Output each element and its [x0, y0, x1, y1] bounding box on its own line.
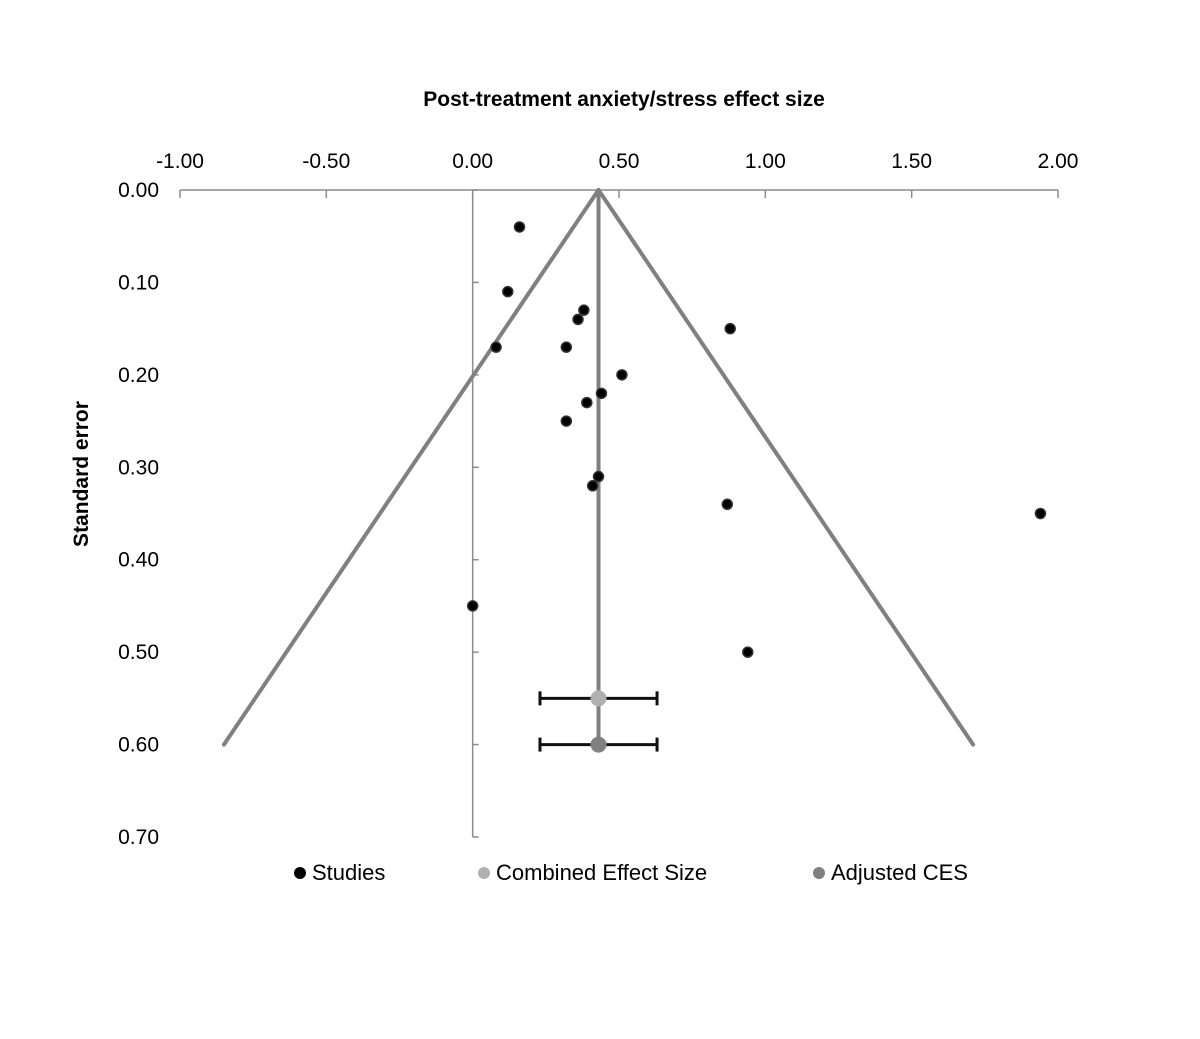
study-point [592, 470, 605, 483]
study-point [578, 304, 590, 316]
funnel-right-boundary [596, 188, 976, 747]
y-tick-label: 0.40 [118, 549, 159, 572]
x-tick-label: 0.50 [599, 150, 640, 173]
study-point [721, 498, 734, 511]
study-point [490, 341, 502, 353]
adjusted-ces-point [590, 736, 607, 753]
x-tick-label: 0.00 [452, 150, 493, 173]
y-axis-ticks: 0.00 0.10 0.20 0.30 0.40 0.50 0.60 0.70 [118, 179, 479, 849]
y-tick-label: 0.60 [118, 734, 159, 757]
legend-label-adjusted-ces: Adjusted CES [831, 860, 968, 885]
y-tick-label: 0.10 [118, 271, 159, 294]
legend: Studies Combined Effect Size Adjusted CE… [294, 860, 968, 885]
study-point [616, 369, 628, 381]
study-point [581, 396, 593, 409]
y-tick-label: 0.70 [118, 826, 159, 849]
study-point [724, 322, 736, 335]
x-tick-label: 1.00 [745, 150, 786, 173]
legend-label-combined-effect-size: Combined Effect Size [496, 860, 707, 885]
x-tick-label: -0.50 [302, 150, 350, 173]
study-point [1034, 507, 1047, 520]
x-axis-ticks: -1.00 -0.50 0.00 0.50 1.00 1.50 2.00 [156, 150, 1078, 198]
legend-marker-adjusted-ces [813, 867, 825, 879]
x-tick-label: 2.00 [1038, 150, 1079, 173]
legend-label-studies: Studies [312, 860, 385, 885]
legend-marker-combined-effect-size [478, 867, 490, 879]
x-tick-label: 1.50 [891, 150, 932, 173]
y-tick-label: 0.20 [118, 364, 159, 387]
x-tick-label: -1.00 [156, 150, 204, 173]
study-point [586, 480, 599, 492]
legend-marker-studies [294, 867, 306, 879]
funnel-left-boundary [221, 188, 601, 747]
study-point [560, 341, 573, 353]
study-point [502, 285, 514, 298]
study-point [595, 387, 608, 400]
chart-title: Post-treatment anxiety/stress effect siz… [423, 88, 825, 111]
study-point [466, 600, 479, 612]
y-tick-label: 0.00 [118, 179, 159, 202]
y-tick-label: 0.50 [118, 641, 159, 664]
study-point [742, 646, 754, 658]
study-point [572, 313, 584, 326]
funnel-lines [221, 188, 976, 747]
data-points [466, 221, 1047, 753]
combined-effect-size-point [590, 690, 607, 707]
y-tick-label: 0.30 [118, 456, 159, 479]
study-point [513, 221, 526, 233]
y-axis-label: Standard error [70, 401, 93, 547]
study-point [560, 415, 573, 427]
